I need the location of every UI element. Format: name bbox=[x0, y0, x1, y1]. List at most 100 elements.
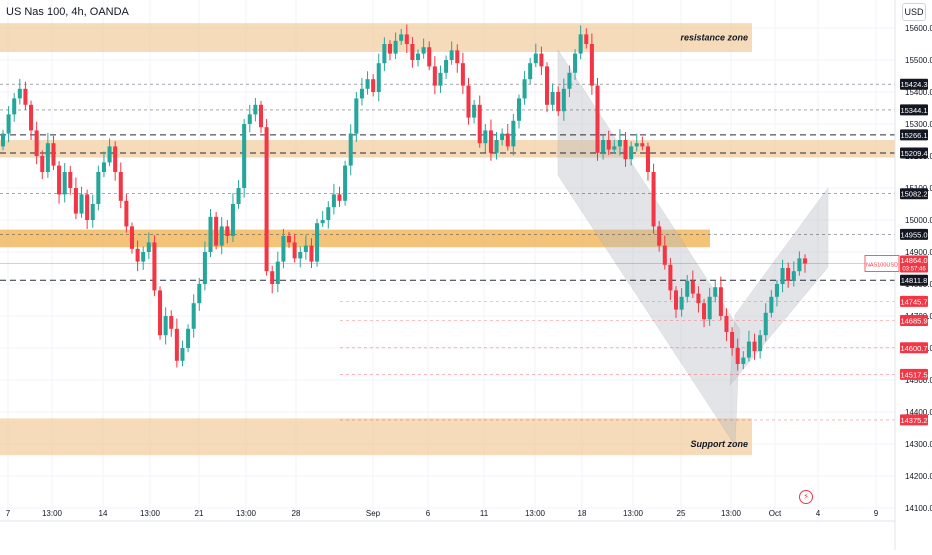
symbol-title[interactable]: US Nas 100, 4h, OANDA bbox=[6, 6, 129, 18]
x-tick-label: 13:00 bbox=[140, 509, 161, 518]
y-tick-label: 14300.0 bbox=[905, 440, 932, 449]
countdown-label: 03:57:46 bbox=[902, 267, 926, 273]
candle-body bbox=[371, 79, 376, 92]
candle bbox=[528, 57, 533, 85]
candle-body bbox=[331, 194, 336, 208]
candle-body bbox=[180, 348, 185, 361]
candle bbox=[685, 275, 690, 303]
candle bbox=[152, 235, 157, 297]
candle-body bbox=[421, 47, 426, 54]
price-tag-label: 14955.0 bbox=[900, 230, 927, 239]
candle bbox=[73, 177, 78, 220]
price-tag bbox=[900, 129, 928, 141]
candle-body bbox=[427, 47, 432, 67]
x-tick-label: 11 bbox=[480, 509, 489, 518]
candle bbox=[444, 55, 449, 79]
candle-body bbox=[404, 34, 409, 44]
x-tick-label: 25 bbox=[677, 509, 686, 518]
candle-body bbox=[696, 293, 701, 304]
candle-body bbox=[146, 242, 151, 252]
candle bbox=[432, 56, 437, 95]
candle bbox=[326, 201, 331, 229]
x-tick-label: 7 bbox=[6, 509, 11, 518]
candle-body bbox=[544, 66, 550, 105]
candle-body bbox=[539, 53, 544, 67]
candle bbox=[264, 118, 269, 276]
candle-body bbox=[230, 204, 235, 236]
candle-body bbox=[359, 88, 364, 99]
candle-body bbox=[797, 258, 802, 272]
candle-body bbox=[679, 296, 684, 310]
candle-body bbox=[673, 290, 679, 310]
candle bbox=[12, 92, 17, 122]
candle-body bbox=[556, 92, 561, 112]
candle-body bbox=[236, 188, 241, 204]
candle-body bbox=[595, 85, 600, 153]
candle bbox=[606, 130, 611, 156]
candle bbox=[746, 330, 751, 362]
candle-body bbox=[101, 162, 106, 172]
price-tag-label: 14517.5 bbox=[900, 370, 927, 379]
candle bbox=[629, 141, 634, 166]
candle bbox=[281, 228, 286, 269]
candle bbox=[522, 70, 527, 105]
candle-body bbox=[34, 130, 39, 156]
candle bbox=[769, 290, 774, 318]
candle-body bbox=[500, 133, 505, 140]
lightning-icon[interactable]: ⚡ bbox=[799, 490, 813, 504]
candle bbox=[494, 132, 499, 160]
candle bbox=[359, 77, 364, 106]
y-tick-label: 14100.0 bbox=[905, 504, 932, 513]
zone-label: resistance zone bbox=[680, 33, 748, 43]
candle-body bbox=[617, 140, 622, 147]
candle bbox=[724, 308, 729, 341]
candle-body bbox=[690, 280, 695, 294]
candle-body bbox=[186, 328, 191, 348]
candle bbox=[505, 124, 510, 151]
x-tick-label: 21 bbox=[195, 509, 204, 518]
candle bbox=[713, 281, 718, 303]
candle-body bbox=[68, 172, 73, 188]
candle-body bbox=[444, 60, 449, 73]
candle bbox=[292, 233, 297, 263]
candle bbox=[186, 324, 191, 353]
candle-body bbox=[438, 72, 443, 86]
candle bbox=[567, 65, 572, 98]
candle bbox=[634, 133, 639, 152]
candle-body bbox=[522, 79, 527, 99]
candle-body bbox=[96, 172, 101, 204]
candle bbox=[90, 194, 95, 228]
candle bbox=[488, 119, 493, 161]
price-tag bbox=[900, 342, 928, 354]
candle bbox=[393, 32, 398, 60]
candle bbox=[17, 78, 22, 105]
candle bbox=[113, 141, 118, 181]
candle bbox=[791, 261, 796, 287]
candle bbox=[438, 65, 443, 93]
candle bbox=[146, 232, 151, 260]
candle-body bbox=[629, 146, 634, 160]
candle bbox=[253, 98, 258, 122]
currency-button[interactable]: USD bbox=[902, 3, 926, 21]
candle-body bbox=[57, 165, 62, 195]
candle-body bbox=[242, 124, 247, 188]
current-price-tag bbox=[900, 255, 928, 273]
candle bbox=[101, 151, 106, 178]
candle-body bbox=[752, 341, 757, 352]
candle-body bbox=[432, 66, 437, 86]
candle bbox=[455, 44, 460, 73]
candle bbox=[533, 43, 538, 68]
x-tick-label: 28 bbox=[292, 509, 301, 518]
candle-body bbox=[724, 316, 729, 332]
candle-body bbox=[741, 357, 746, 364]
candle-body bbox=[202, 252, 207, 284]
candle bbox=[578, 25, 583, 60]
candle-body bbox=[735, 348, 740, 364]
candle bbox=[550, 83, 555, 111]
candle bbox=[657, 220, 662, 252]
candle-body bbox=[214, 216, 219, 246]
candle-body bbox=[516, 98, 521, 121]
candle bbox=[309, 238, 314, 268]
time-axis[interactable]: 7 13:00 14 13:00 21 13:00 28 Sep 6 11 13:00 18 13:00… bbox=[6, 509, 879, 518]
